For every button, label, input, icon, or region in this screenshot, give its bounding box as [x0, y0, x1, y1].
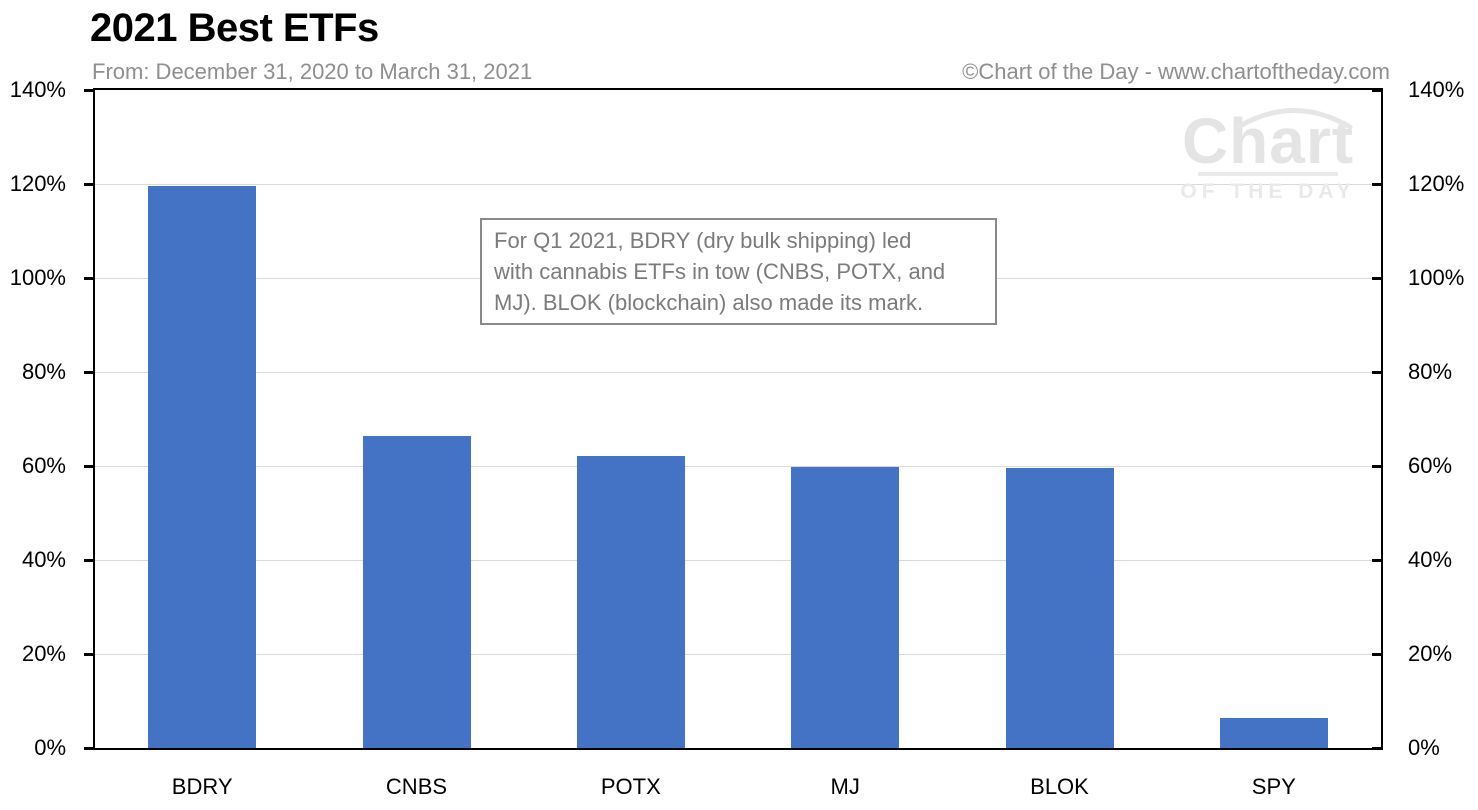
gridline [95, 183, 1381, 185]
y-axis-tick-left [84, 276, 93, 280]
y-axis-tick-left [84, 464, 93, 468]
y-axis-tick-right [1372, 652, 1381, 656]
y-tick-label-right: 80% [1408, 359, 1453, 384]
y-axis-tick-right [1372, 182, 1381, 186]
annotation-line: MJ). BLOK (blockchain) also made its mar… [494, 290, 924, 315]
chart-title: 2021 Best ETFs [90, 6, 379, 50]
x-tick-label-cnbs: CNBS [385, 774, 448, 799]
x-tick-label-mj: MJ [830, 774, 860, 799]
gridline [95, 559, 1381, 561]
annotation-line: with cannabis ETFs in tow (CNBS, POTX, a… [494, 259, 946, 284]
bar-bdry [148, 186, 257, 748]
x-tick-label-bdry: BDRY [171, 774, 233, 799]
annotation-line: For Q1 2021, BDRY (dry bulk shipping) le… [494, 228, 912, 253]
annotation-box: For Q1 2021, BDRY (dry bulk shipping) le… [480, 218, 997, 325]
bar-blok [1005, 467, 1114, 748]
y-tick-label-right: 0% [1408, 735, 1440, 760]
y-axis-tick-right [1372, 370, 1381, 374]
bar-cnbs [362, 435, 471, 748]
y-axis-tick-right [1372, 746, 1381, 750]
chart-subtitle: From: December 31, 2020 to March 31, 202… [92, 59, 533, 84]
y-tick-label-right: 20% [1408, 641, 1453, 666]
y-tick-label-left: 40% [21, 547, 66, 572]
x-tick-label-potx: POTX [600, 774, 661, 799]
y-axis-tick-right [1372, 464, 1381, 468]
y-tick-label-left: 60% [21, 453, 66, 478]
gridline [95, 653, 1381, 655]
y-tick-label-right: 120% [1408, 171, 1465, 196]
x-tick-label-blok: BLOK [1030, 774, 1089, 799]
bar-potx [576, 455, 685, 748]
x-tick-label-spy: SPY [1251, 774, 1296, 799]
y-axis-tick-left [84, 652, 93, 656]
y-tick-label-left: 100% [9, 265, 66, 290]
y-tick-label-right: 40% [1408, 547, 1453, 572]
y-tick-label-left: 120% [9, 171, 66, 196]
bar-spy [1219, 717, 1328, 748]
y-tick-label-right: 100% [1408, 265, 1465, 290]
plot-area [93, 88, 1383, 750]
bar-mj [791, 466, 900, 748]
y-axis-tick-left [84, 558, 93, 562]
y-tick-label-right: 60% [1408, 453, 1453, 478]
y-axis-tick-left [84, 182, 93, 186]
y-tick-label-left: 80% [21, 359, 66, 384]
gridline [95, 371, 1381, 373]
gridline [95, 465, 1381, 467]
y-tick-label-right: 140% [1408, 77, 1465, 102]
y-axis-tick-left [84, 88, 93, 92]
y-tick-label-left: 20% [21, 641, 66, 666]
y-axis-tick-left [84, 370, 93, 374]
y-axis-tick-right [1372, 558, 1381, 562]
copyright-credit: ©Chart of the Day - www.chartoftheday.co… [962, 59, 1390, 84]
y-tick-label-left: 0% [34, 735, 66, 760]
y-tick-label-left: 140% [9, 77, 66, 102]
y-axis-tick-right [1372, 88, 1381, 92]
y-axis-tick-left [84, 746, 93, 750]
y-axis-tick-right [1372, 276, 1381, 280]
